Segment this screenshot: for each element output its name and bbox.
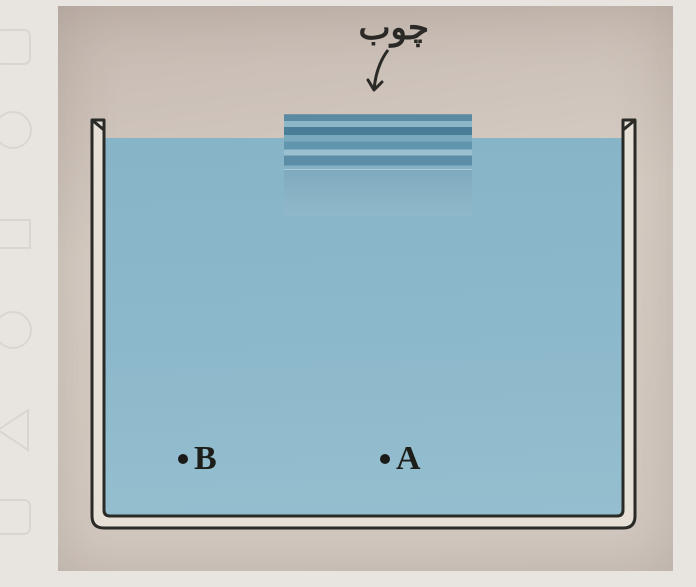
wood-label: چوب <box>358 8 429 48</box>
vessel-outline <box>86 114 641 534</box>
arrow-to-wood <box>358 48 398 98</box>
vessel: A B <box>86 114 641 534</box>
physics-diagram: چوب A B <box>58 6 673 571</box>
